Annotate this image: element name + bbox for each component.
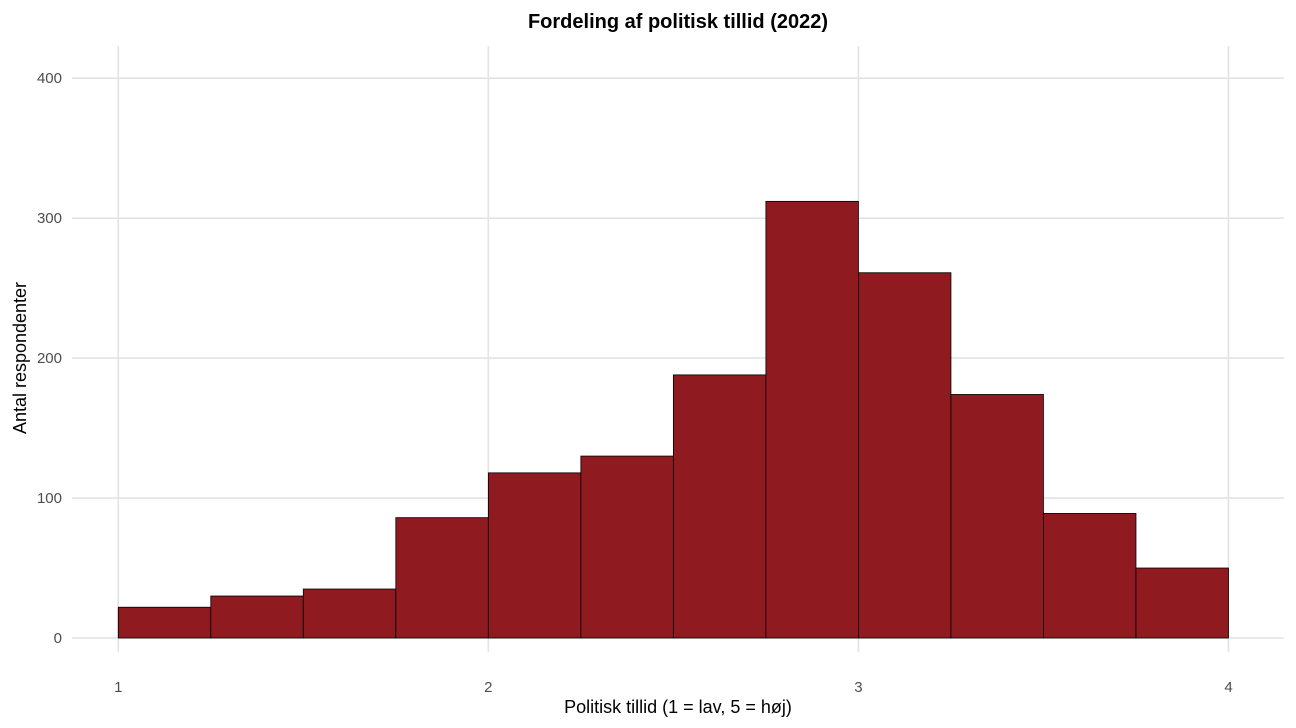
histogram-bar (858, 272, 952, 639)
y-axis-label: Antal respondenter (10, 282, 30, 434)
x-axis-label: Politisk tillid (1 = lav, 5 = høj) (564, 697, 792, 717)
tick-labels-layer: 0 100 200 300 400 1 2 3 4 (37, 70, 1233, 696)
y-tick-label: 0 (54, 630, 62, 647)
x-tick-label: 4 (1224, 679, 1232, 696)
histogram-bar (487, 472, 582, 639)
histogram-bar (1043, 513, 1137, 639)
chart-title: Fordeling af politisk tillid (2022) (528, 11, 828, 33)
histogram-bar (210, 595, 304, 639)
histogram-bar (117, 606, 212, 639)
histogram-bar (950, 394, 1044, 639)
bars-layer (117, 200, 1229, 639)
x-tick-label: 3 (854, 679, 862, 696)
y-tick-label: 300 (37, 210, 62, 227)
histogram-bar (395, 517, 489, 639)
histogram-bar (302, 588, 397, 639)
y-tick-label: 200 (37, 350, 62, 367)
x-tick-label: 2 (484, 679, 492, 696)
histogram-bar (1135, 567, 1229, 639)
histogram-bar (672, 374, 767, 639)
x-tick-label: 1 (114, 679, 122, 696)
y-tick-label: 400 (37, 70, 62, 87)
y-tick-label: 100 (37, 490, 62, 507)
histogram-bar (765, 200, 859, 639)
histogram-bar (580, 455, 674, 639)
